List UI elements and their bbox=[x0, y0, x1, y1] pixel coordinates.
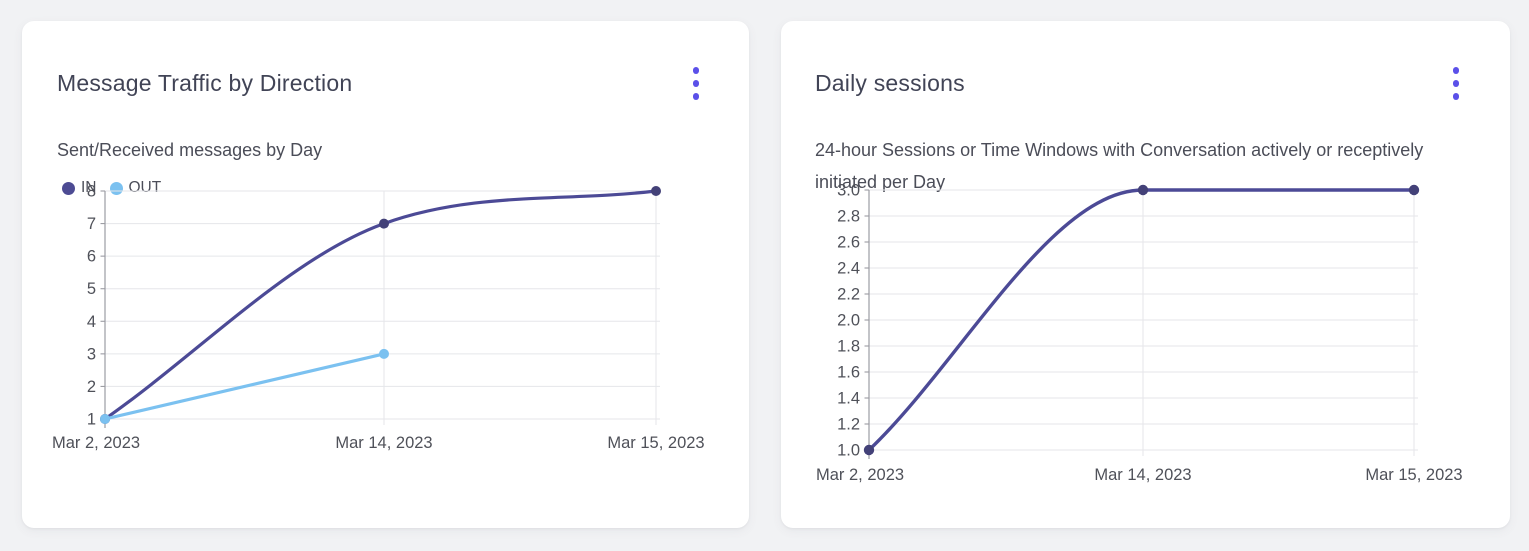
kebab-dot bbox=[1452, 93, 1459, 100]
card-message-traffic: Message Traffic by Direction Sent/Receiv… bbox=[22, 21, 749, 528]
svg-text:1: 1 bbox=[87, 411, 96, 429]
svg-text:Mar 2, 2023: Mar 2, 2023 bbox=[52, 434, 140, 452]
svg-text:Mar 15, 2023: Mar 15, 2023 bbox=[1365, 466, 1462, 484]
kebab-menu-icon[interactable] bbox=[1449, 63, 1464, 104]
card-subtitle-daily-sessions: 24-hour Sessions or Time Windows with Co… bbox=[815, 140, 1424, 192]
kebab-dot bbox=[1452, 80, 1459, 87]
svg-text:2.4: 2.4 bbox=[837, 260, 860, 278]
kebab-dot bbox=[1452, 67, 1459, 74]
kebab-dot bbox=[692, 93, 699, 100]
svg-text:7: 7 bbox=[87, 215, 96, 233]
svg-text:Mar 15, 2023: Mar 15, 2023 bbox=[607, 434, 704, 452]
svg-text:Mar 14, 2023: Mar 14, 2023 bbox=[335, 434, 432, 452]
svg-text:5: 5 bbox=[87, 280, 96, 298]
legend-label: IN bbox=[81, 179, 97, 196]
card-daily-sessions: Daily sessions 24-hour Sessions or Time … bbox=[781, 21, 1510, 528]
kebab-menu-icon[interactable] bbox=[689, 63, 704, 104]
svg-text:3: 3 bbox=[87, 345, 96, 363]
legend-dot-icon bbox=[62, 181, 75, 195]
svg-text:4: 4 bbox=[87, 313, 96, 331]
card-subtitle-message-traffic: Sent/Received messages by Day bbox=[57, 140, 323, 160]
svg-text:1.6: 1.6 bbox=[837, 364, 860, 382]
card-title-message-traffic: Message Traffic by Direction bbox=[57, 70, 353, 96]
svg-text:2.2: 2.2 bbox=[837, 286, 860, 304]
legend-item-in[interactable]: IN bbox=[62, 179, 97, 197]
svg-text:Mar 14, 2023: Mar 14, 2023 bbox=[1094, 466, 1191, 484]
svg-text:1.2: 1.2 bbox=[837, 416, 860, 434]
svg-text:2.0: 2.0 bbox=[837, 312, 860, 330]
svg-text:2.8: 2.8 bbox=[837, 208, 860, 226]
svg-text:1.4: 1.4 bbox=[837, 390, 860, 408]
kebab-dot bbox=[692, 80, 699, 87]
card-title-daily-sessions: Daily sessions bbox=[815, 70, 965, 96]
legend-label: OUT bbox=[128, 179, 162, 196]
svg-text:6: 6 bbox=[87, 248, 96, 266]
svg-text:1.8: 1.8 bbox=[837, 338, 860, 356]
kebab-dot bbox=[692, 67, 699, 74]
svg-text:2.6: 2.6 bbox=[837, 234, 860, 252]
svg-text:8: 8 bbox=[87, 183, 96, 201]
svg-text:3.0: 3.0 bbox=[837, 182, 860, 200]
svg-text:2: 2 bbox=[87, 378, 96, 396]
daily-sessions-chart: 3.0 2.8 2.6 2.4 2.2 2.0 1.8 1.6 1.4 1.2 1.0 Mar 2, … bbox=[816, 182, 1463, 485]
svg-text:1.0: 1.0 bbox=[837, 442, 860, 460]
message-traffic-chart: 8 7 6 5 4 3 2 1 Mar 2, 2023 Mar 14, 2023 Mar 15, 2… bbox=[52, 183, 705, 453]
svg-text:Mar 2, 2023: Mar 2, 2023 bbox=[816, 466, 904, 484]
